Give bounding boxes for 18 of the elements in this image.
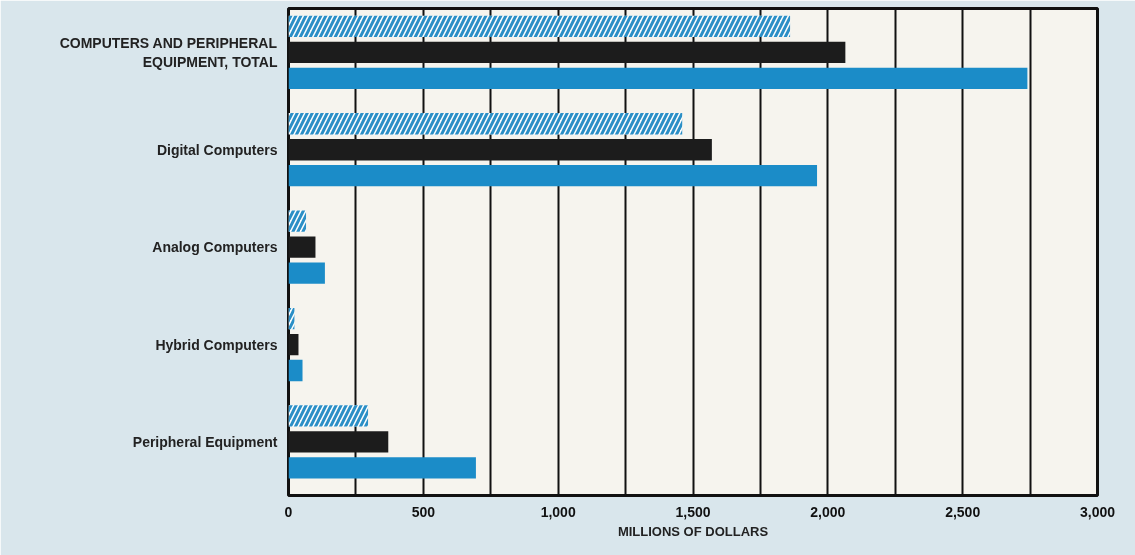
- x-tick-label: 0: [284, 503, 293, 520]
- y-tick-label: Hybrid Computers: [155, 336, 278, 353]
- y-tick-label: Digital Computers: [156, 141, 278, 158]
- bar: [288, 359, 303, 382]
- bar: [288, 165, 818, 187]
- x-tick-label: 1,000: [540, 503, 576, 520]
- x-tick-label: 2,500: [945, 503, 981, 520]
- x-axis-title: MILLIONS OF DOLLARS: [617, 523, 769, 539]
- bar: [288, 67, 1028, 89]
- bar: [288, 457, 476, 479]
- y-tick-label: Analog Computers: [152, 239, 278, 256]
- x-tick-label: 500: [411, 503, 436, 520]
- x-tick-label: 2,000: [810, 503, 846, 520]
- bar: [288, 262, 325, 284]
- y-tick-label: Peripheral Equipment: [132, 433, 278, 450]
- x-tick-label: 3,000: [1079, 503, 1116, 520]
- y-tick-label: COMPUTERS AND PERIPHERAL EQUIPMENT, TOTAL: [59, 34, 278, 70]
- x-tick-label: 1,500: [675, 503, 711, 520]
